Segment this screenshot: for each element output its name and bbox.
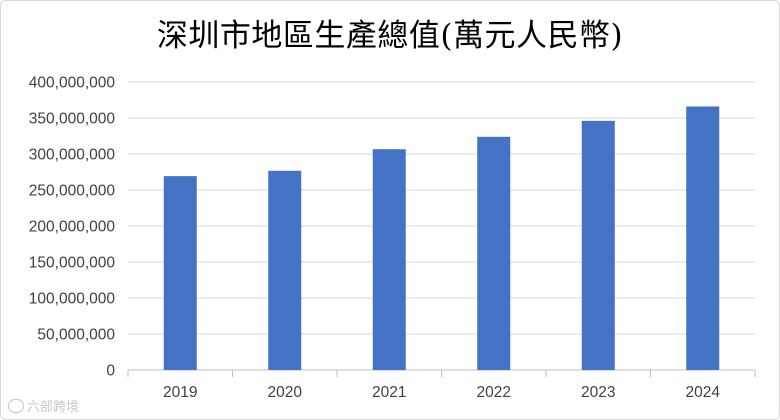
y-tick-label: 250,000,000 (29, 183, 116, 200)
bar-2023 (581, 120, 615, 370)
y-tick-label: 0 (106, 363, 115, 380)
x-tick-label: 2020 (268, 384, 303, 401)
bar-2024 (686, 106, 720, 370)
x-tick-label: 2022 (477, 384, 511, 401)
watermark-logo-icon (8, 399, 24, 413)
y-tick-label: 150,000,000 (29, 255, 116, 272)
y-tick-label: 300,000,000 (29, 147, 116, 164)
x-tick-label: 2019 (163, 384, 197, 401)
watermark-text: 六部跨境 (27, 400, 80, 415)
bar-2021 (372, 149, 406, 370)
y-tick-label: 200,000,000 (29, 219, 116, 236)
y-tick-label: 350,000,000 (29, 111, 116, 128)
x-tick-label: 2023 (581, 384, 615, 401)
bar-2022 (477, 136, 511, 370)
bar-2019 (163, 176, 197, 370)
chart-title: 深圳市地區生產總值(萬元人民幣) (156, 18, 624, 54)
x-tick-label: 2024 (686, 384, 721, 401)
y-tick-label: 50,000,000 (37, 327, 115, 344)
y-tick-label: 100,000,000 (29, 291, 116, 308)
y-tick-label: 400,000,000 (29, 75, 116, 92)
bar-2020 (268, 170, 302, 370)
watermark: 六部跨境 (8, 396, 79, 415)
x-tick-label: 2021 (372, 384, 406, 401)
